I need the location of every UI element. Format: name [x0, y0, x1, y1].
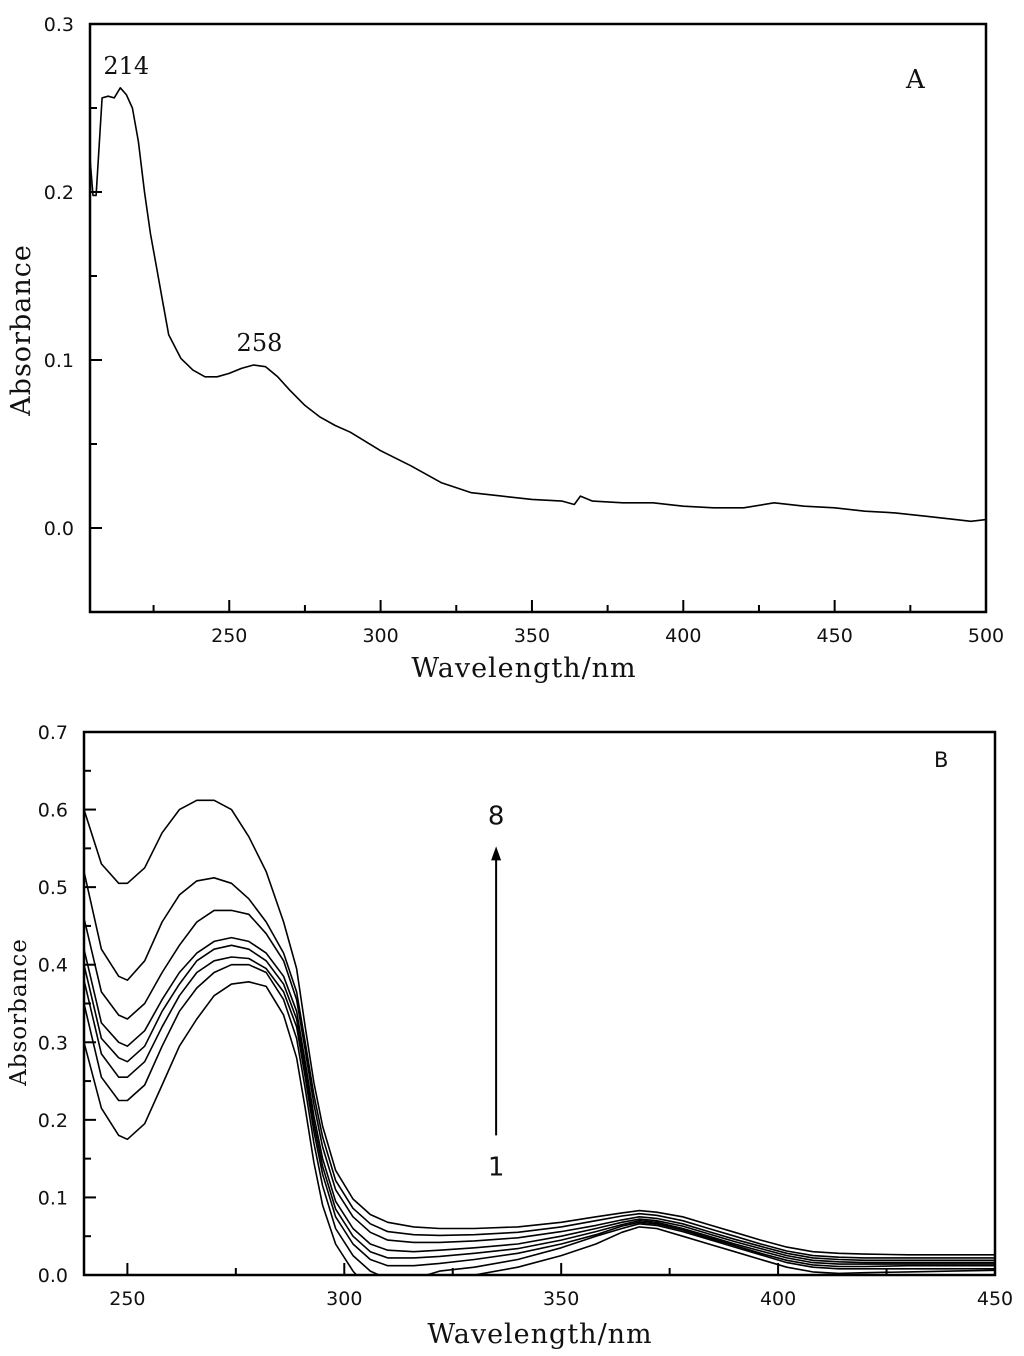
panel-a-x-tick-label: 250: [211, 625, 247, 647]
panel-a-x-tick-label: 300: [362, 625, 398, 647]
panel-b-y-tick-label: 0.6: [38, 800, 68, 822]
panel-b-x-tick-label: 250: [109, 1288, 145, 1310]
panel-b-y-tick-label: 0.0: [38, 1265, 68, 1287]
panel-a-annotations: 214 258: [103, 52, 282, 357]
panel-b-y-tick-label: 0.1: [38, 1187, 68, 1209]
panel-a-x-tick-label: 350: [514, 625, 550, 647]
panel-a-x-axis-title: Wavelength/nm: [411, 653, 636, 684]
panel-b-y-tick-label: 0.3: [38, 1032, 68, 1054]
panel-b-y-tick-label: 0.2: [38, 1110, 68, 1132]
panel-b-series-group: [84, 799, 995, 1275]
panel-a-peak-label-214: 214: [103, 52, 149, 80]
panel-a-x-tick-label: 400: [665, 625, 701, 647]
panel-b-series-8: [84, 799, 995, 1256]
panel-b-chart: 250 300 350 400 4500.00.10.20.30.40.50.60.7 …: [6, 722, 1013, 1350]
panel-b-x-axis-title: Wavelength/nm: [427, 1319, 652, 1350]
panel-b-series-4: [84, 944, 995, 1265]
panel-a-x-tick-label: 450: [817, 625, 853, 647]
panel-a-frame: [88, 22, 988, 614]
panel-b-ticks: [84, 731, 996, 1276]
panel-b-label: B: [934, 748, 948, 772]
panel-b-y-tick-label: 0.5: [38, 877, 68, 899]
panel-a-x-tick-label: 500: [968, 625, 1004, 647]
panel-a-ticks: [90, 23, 987, 613]
panel-a-peak-label-258: 258: [237, 329, 283, 357]
panel-b-x-tick-label: 300: [326, 1288, 362, 1310]
panel-b-arrow-end-label: 8: [488, 801, 505, 831]
panel-b-y-axis-title: Absorbance: [6, 938, 32, 1087]
panel-b-y-tick-label: 0.4: [38, 955, 68, 977]
panel-b-x-tick-label: 400: [760, 1288, 796, 1310]
panel-b-series-6: [84, 909, 995, 1262]
panel-b-series-3: [84, 956, 995, 1268]
panel-a-label: A: [905, 65, 926, 95]
panel-b-x-tick-label: 450: [977, 1288, 1013, 1310]
panel-b-series-5: [84, 936, 995, 1264]
panel-b-tick-labels: 250 300 350 400 450 0.0 0.1 0.2 0.3 0.4 0.5 0.6 0.7: [38, 722, 1013, 1310]
panel-b-x-tick-label: 350: [543, 1288, 579, 1310]
panel-a-y-tick-label: 0.3: [44, 14, 74, 36]
panel-b-series-2: [84, 963, 995, 1275]
panel-b-series-7: [84, 871, 995, 1259]
panel-b-arrow: 81: [488, 801, 505, 1182]
panel-a-y-tick-label: 0.0: [44, 518, 74, 540]
panel-a-y-axis-title: Absorbance: [6, 244, 37, 417]
panel-b-arrow-start-label: 1: [488, 1152, 505, 1182]
panel-a-y-tick-label: 0.1: [44, 350, 74, 372]
panel-a-y-tick-label: 0.2: [44, 182, 74, 204]
panel-b-arrow-head: [491, 846, 502, 861]
panel-b-y-tick-label: 0.7: [38, 722, 68, 744]
panel-b-frame: [82, 730, 997, 1277]
panel-a-series-spectrum: [90, 87, 986, 523]
panel-b-series-1: [84, 981, 995, 1275]
panel-a-tick-labels: 250 300 350 400 450 500 0.0 0.1 0.2 0.3: [44, 14, 1004, 647]
panel-a-series-group: [90, 87, 986, 523]
